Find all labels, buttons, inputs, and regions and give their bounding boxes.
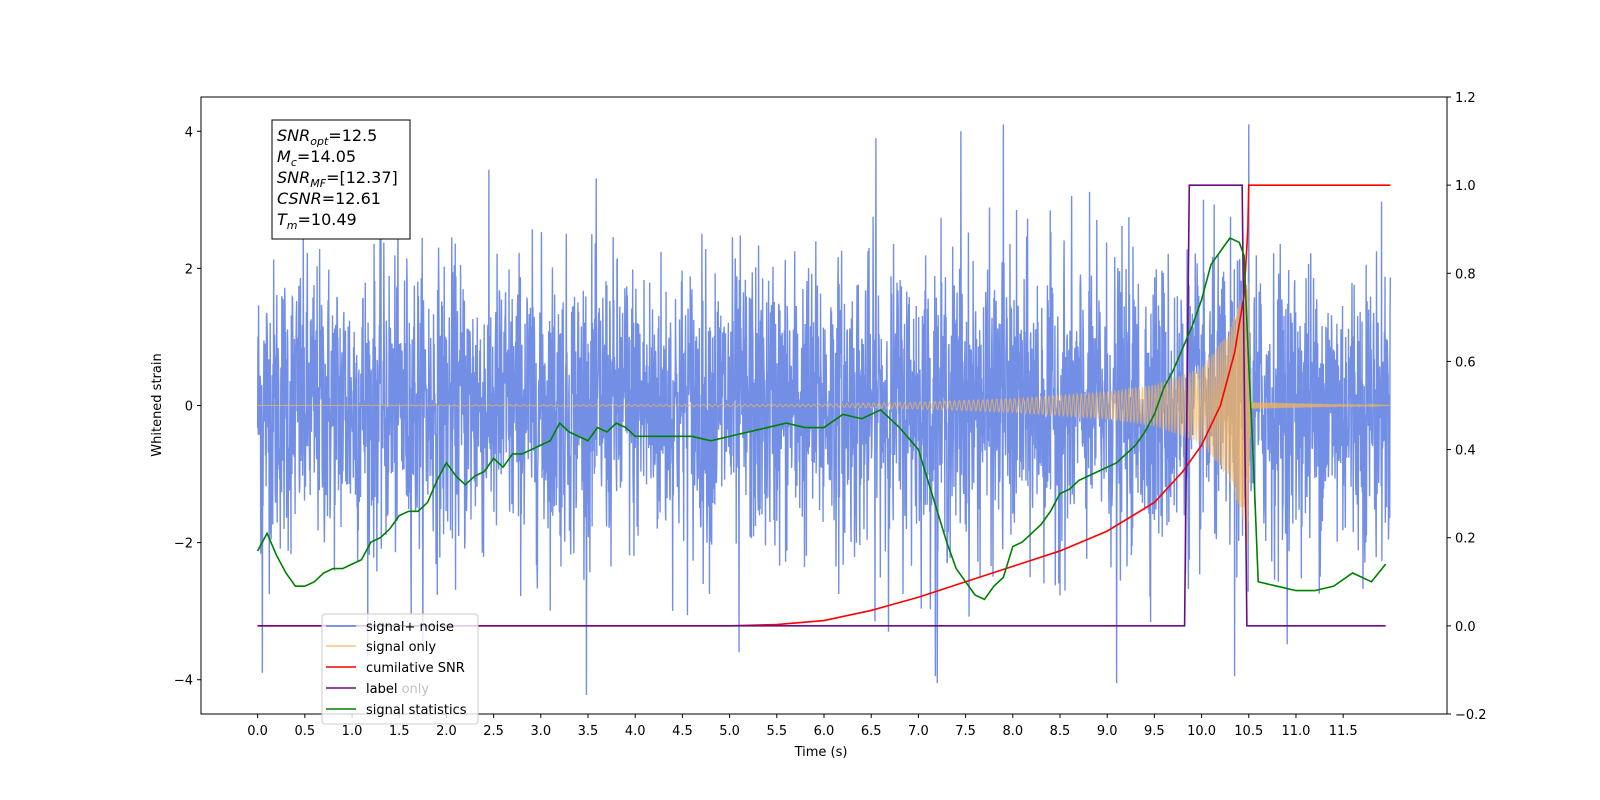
series-signal-statistics-line [256, 237, 1387, 601]
ticks-layer: 0.0 0.5 1.0 1.5 2.0 2.5 3.0 3.5 4.0 4.5 5.0 5.5 6.0 6… [174, 91, 1487, 739]
legend: signal+ noise signal only cumilative SNR la… [321, 613, 479, 725]
legend-frame [321, 613, 479, 725]
x-tick-label: 9.5 [1144, 724, 1165, 739]
y-right-tick-label: 0.4 [1455, 444, 1476, 459]
x-tick-label: 8.0 [1002, 724, 1023, 739]
x-tick-label: 10.0 [1187, 724, 1216, 739]
x-tick-label: 11.0 [1281, 724, 1310, 739]
x-tick-label: 4.5 [672, 724, 693, 739]
annotation-line: CSNR=12.61 [277, 189, 381, 208]
annotation-line: Tm=10.49 [277, 210, 357, 232]
y-axis-label: Whitened strain [150, 353, 165, 456]
x-tick-label: 0.5 [294, 724, 315, 739]
x-tick-label: 6.5 [861, 724, 882, 739]
x-tick-label: 7.0 [908, 724, 929, 739]
y-right-tick-label: 0.2 [1455, 532, 1476, 547]
legend-label: signal only [366, 640, 436, 655]
y-right-tick-label: 0.6 [1455, 355, 1476, 370]
series-label-line [257, 184, 1386, 627]
annotation-line: SNRMF=[12.37] [277, 168, 398, 190]
x-tick-label: 3.5 [578, 724, 599, 739]
y-right-tick-label: 0.0 [1455, 620, 1476, 635]
annotation-frame [271, 119, 411, 240]
x-tick-label: 11.5 [1329, 724, 1358, 739]
x-tick-label: 3.0 [530, 724, 551, 739]
x-tick-label: 1.0 [342, 724, 363, 739]
y-left-tick-label: 2 [185, 262, 193, 277]
x-tick-label: 7.5 [955, 724, 976, 739]
legend-label-hidden: label only [366, 682, 429, 697]
x-tick-label: 5.0 [719, 724, 740, 739]
x-tick-label: 2.5 [483, 724, 504, 739]
x-tick-label: 5.5 [766, 724, 787, 739]
annotation-line: Mc=14.05 [277, 147, 356, 169]
x-tick-label: 10.5 [1234, 724, 1263, 739]
annotation-box: SNRopt=12.5Mc=14.05SNRMF=[12.37]CSNR=12.… [271, 119, 411, 240]
legend-label: signal statistics [366, 703, 467, 718]
y-left-tick-label: −4 [174, 674, 193, 689]
x-tick-label: 8.5 [1050, 724, 1071, 739]
series-layer [256, 124, 1392, 695]
y-left-tick-label: 4 [185, 125, 193, 140]
y-right-tick-label: −0.2 [1455, 708, 1487, 723]
legend-label: cumilative SNR [366, 661, 465, 676]
series-signal-only-line [257, 278, 1391, 547]
x-tick-label: 6.0 [814, 724, 835, 739]
x-tick-label: 4.0 [625, 724, 646, 739]
y-right-tick-label: 0.8 [1455, 267, 1476, 282]
y-right-tick-label: 1.0 [1455, 179, 1476, 194]
legend-label: label [366, 682, 397, 697]
x-tick-label: 0.0 [247, 724, 268, 739]
y-left-tick-label: 0 [185, 400, 193, 415]
x-axis-label: Time (s) [794, 745, 848, 760]
x-tick-label: 9.0 [1097, 724, 1118, 739]
series-signal-noise-line [256, 124, 1392, 695]
y-left-tick-label: −2 [174, 537, 193, 552]
annotation-line: SNRopt=12.5 [277, 126, 377, 148]
x-tick-label: 2.0 [436, 724, 457, 739]
y-right-tick-label: 1.2 [1455, 91, 1476, 106]
x-tick-label: 1.5 [389, 724, 410, 739]
legend-label: signal+ noise [366, 620, 454, 635]
